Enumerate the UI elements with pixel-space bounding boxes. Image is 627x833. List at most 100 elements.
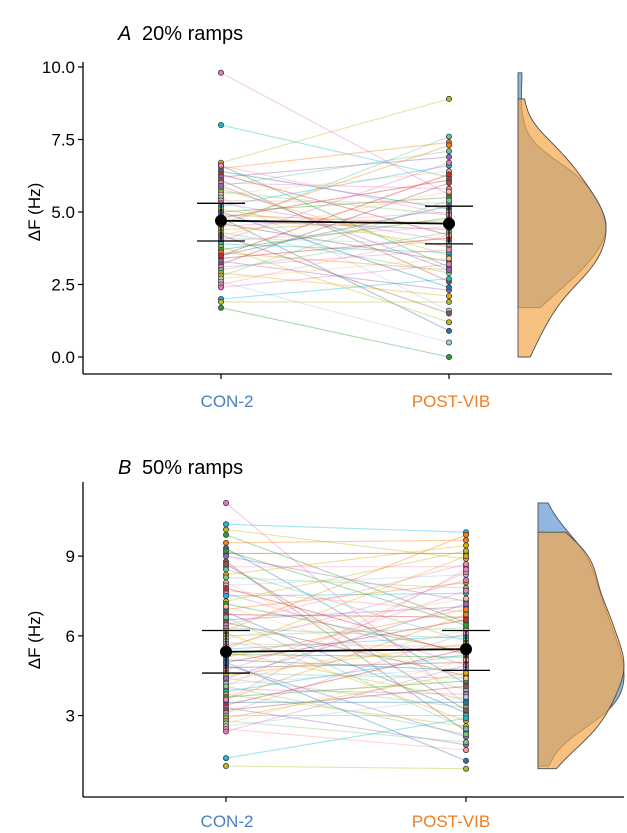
paired-line bbox=[220, 124, 450, 178]
panel-a-plot-area: 0.0 2.5 5.0 7.5 10.0 bbox=[42, 58, 612, 379]
y-tick-label: 3 bbox=[66, 707, 75, 726]
data-point-postvib bbox=[445, 310, 452, 317]
data-point-postvib bbox=[445, 179, 452, 186]
paired-line bbox=[220, 173, 450, 257]
paired-line bbox=[225, 555, 467, 602]
paired-line bbox=[220, 223, 450, 262]
data-point-postvib bbox=[462, 670, 469, 677]
paired-line bbox=[225, 685, 467, 735]
data-point-con2 bbox=[217, 304, 224, 311]
paired-line bbox=[225, 672, 467, 679]
data-point-postvib bbox=[445, 246, 452, 253]
panel-a-x-label-postvib: POST-VIB bbox=[412, 392, 490, 411]
data-point-con2 bbox=[222, 696, 229, 703]
paired-line bbox=[220, 199, 450, 204]
data-point-postvib bbox=[462, 595, 469, 602]
paired-line bbox=[225, 632, 467, 722]
data-point-postvib bbox=[462, 537, 469, 544]
paired-line bbox=[220, 249, 450, 268]
data-point-postvib bbox=[462, 600, 469, 607]
data-point-con2 bbox=[222, 526, 229, 533]
paired-line bbox=[225, 550, 467, 602]
paired-line bbox=[225, 592, 467, 597]
data-point-postvib bbox=[462, 611, 469, 618]
paired-line bbox=[225, 643, 467, 648]
paired-line bbox=[225, 560, 467, 732]
paired-line bbox=[220, 231, 450, 271]
data-point-postvib bbox=[462, 707, 469, 714]
paired-line bbox=[220, 260, 450, 291]
mean-marker-con2 bbox=[220, 645, 232, 658]
data-point-postvib bbox=[462, 731, 469, 738]
paired-line bbox=[225, 664, 467, 738]
data-point-postvib bbox=[445, 327, 452, 334]
paired-line bbox=[225, 627, 467, 637]
paired-line bbox=[225, 598, 467, 640]
paired-line bbox=[220, 165, 450, 207]
panel-b-x-label-con2: CON-2 bbox=[201, 812, 254, 831]
paired-line bbox=[220, 225, 450, 242]
paired-line bbox=[220, 185, 450, 271]
paired-line bbox=[220, 191, 450, 216]
paired-line bbox=[225, 685, 467, 711]
paired-line bbox=[225, 677, 467, 709]
panel-a-letter: A bbox=[117, 23, 131, 45]
paired-line bbox=[225, 717, 467, 759]
mean-connector-line bbox=[225, 648, 467, 653]
paired-line bbox=[225, 680, 467, 698]
paired-line bbox=[225, 590, 467, 671]
paired-line bbox=[225, 547, 467, 685]
data-point-postvib bbox=[462, 566, 469, 573]
paired-line bbox=[220, 211, 450, 228]
y-tick-label: 7.5 bbox=[51, 131, 75, 150]
paired-line bbox=[220, 179, 450, 219]
data-point-postvib bbox=[445, 148, 452, 155]
paired-line bbox=[225, 664, 467, 733]
density-postvib bbox=[537, 531, 625, 770]
paired-line bbox=[225, 574, 467, 586]
paired-line bbox=[220, 191, 450, 236]
data-point-postvib bbox=[462, 747, 469, 754]
data-point-con2 bbox=[222, 521, 229, 528]
data-point-con2 bbox=[217, 252, 224, 259]
paired-line bbox=[220, 278, 450, 300]
data-point-con2 bbox=[222, 755, 229, 762]
paired-line bbox=[225, 582, 467, 693]
y-tick-label: 0.0 bbox=[51, 348, 75, 367]
paired-line bbox=[225, 632, 467, 714]
paired-line bbox=[220, 182, 450, 265]
data-point-postvib bbox=[445, 261, 452, 268]
data-point-postvib bbox=[445, 159, 452, 166]
paired-line bbox=[225, 765, 467, 770]
density-postvib bbox=[517, 98, 607, 358]
paired-line bbox=[225, 672, 467, 719]
panel-b-plot-area: 3 6 9 bbox=[66, 482, 625, 802]
data-point-postvib bbox=[462, 739, 469, 746]
paired-line bbox=[225, 568, 467, 701]
data-point-postvib bbox=[445, 133, 452, 140]
paired-line bbox=[225, 576, 467, 589]
mean-connector-line bbox=[220, 219, 450, 225]
data-point-con2 bbox=[217, 162, 224, 169]
data-point-postvib bbox=[462, 757, 469, 764]
data-point-postvib bbox=[462, 542, 469, 549]
paired-line bbox=[225, 555, 467, 650]
data-point-postvib bbox=[445, 319, 452, 326]
paired-line bbox=[220, 220, 450, 230]
paired-line bbox=[220, 252, 450, 271]
data-point-con2 bbox=[222, 499, 229, 506]
data-point-postvib bbox=[445, 275, 452, 282]
paired-line bbox=[225, 619, 467, 663]
paired-line bbox=[225, 614, 467, 618]
paired-line bbox=[225, 502, 467, 706]
paired-line bbox=[225, 590, 467, 613]
data-point-postvib bbox=[462, 765, 469, 772]
paired-line bbox=[220, 220, 450, 230]
data-point-postvib bbox=[445, 171, 452, 178]
paired-line bbox=[225, 693, 467, 727]
paired-line bbox=[220, 179, 450, 283]
paired-line bbox=[225, 653, 467, 658]
data-point-postvib bbox=[462, 725, 469, 732]
data-point-postvib bbox=[462, 531, 469, 538]
paired-line bbox=[220, 182, 450, 190]
